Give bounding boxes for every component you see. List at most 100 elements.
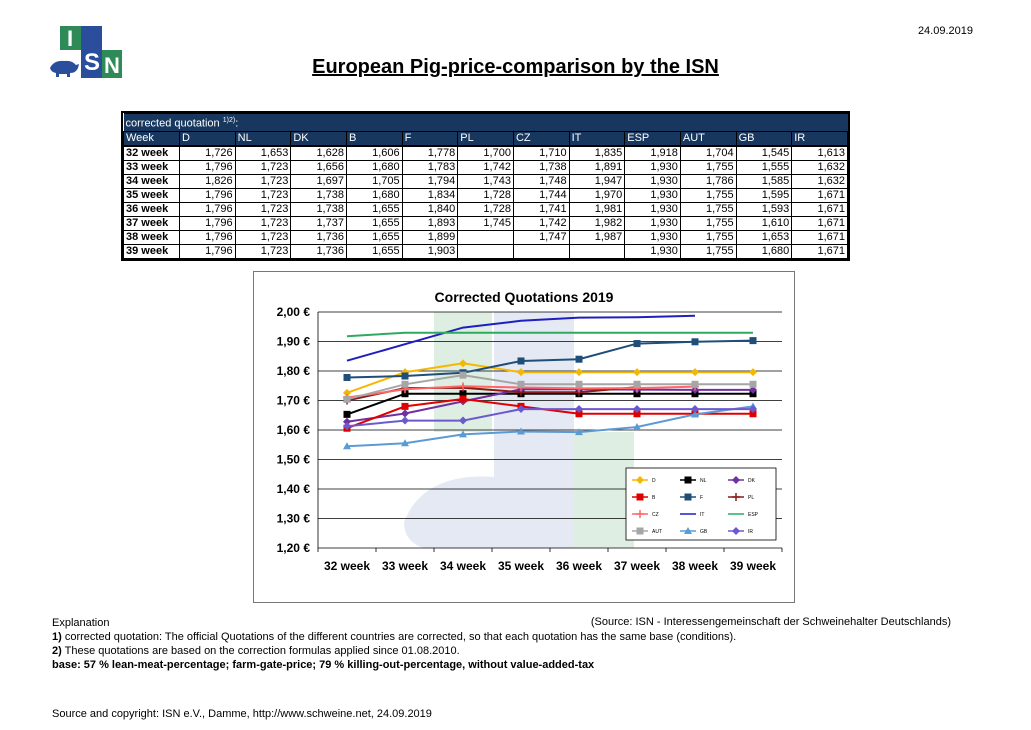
legend-label: GB: [700, 529, 708, 535]
price-cell: [457, 243, 514, 259]
point-gb: [517, 427, 525, 435]
price-cell: 1,736: [290, 243, 347, 259]
legend-label: CZ: [652, 512, 659, 518]
price-cell: 1,930: [624, 187, 681, 203]
point-aut: [459, 371, 467, 379]
point-aut: [691, 380, 699, 388]
price-cell: 1,982: [568, 215, 626, 231]
point-d: [691, 368, 699, 377]
price-cell: 1,653: [735, 229, 793, 245]
price-cell: 1,723: [234, 229, 292, 245]
point-ir: [633, 405, 641, 414]
price-cell: 1,555: [735, 159, 793, 175]
week-cell: 38 week: [123, 229, 180, 245]
price-cell: 1,595: [735, 187, 793, 203]
price-cell: 1,632: [791, 173, 848, 189]
price-cell: 1,893: [401, 215, 459, 231]
price-cell: 1,755: [679, 187, 737, 203]
y-tick-label: 1,20 €: [277, 541, 311, 555]
point-nl: [459, 390, 467, 398]
legend-marker: [684, 527, 692, 534]
price-cell: 1,834: [401, 187, 459, 203]
week-cell: 37 week: [123, 215, 180, 231]
copyright-note: Source and copyright: ISN e.V., Damme, h…: [52, 708, 432, 720]
isn-logo: I S N: [50, 26, 122, 78]
table-row: 35 week 1,796 1,723 1,738 1,680 1,834 1,728 1,7…: [123, 187, 848, 203]
price-cell: 1,723: [234, 187, 292, 203]
legend-label: ESP: [748, 512, 759, 518]
explanation-heading: Explanation: [52, 617, 110, 629]
column-header: NL: [234, 130, 292, 147]
price-cell: 1,728: [457, 187, 514, 203]
note-2-text: These quotations are based on the correc…: [61, 645, 460, 657]
price-cell: 1,918: [624, 145, 681, 161]
legend-marker: [636, 493, 644, 501]
price-cell: 1,755: [679, 229, 737, 245]
column-header: CZ: [512, 130, 570, 147]
y-tick-label: 1,70 €: [277, 394, 311, 408]
price-cell: 1,653: [234, 145, 292, 161]
price-cell: 1,628: [290, 145, 347, 161]
price-cell: 1,736: [290, 229, 347, 245]
price-cell: 1,786: [679, 173, 737, 189]
price-cell: 1,747: [512, 229, 570, 245]
series-line-gb: [346, 405, 754, 448]
price-cell: 1,778: [401, 145, 459, 161]
table-row: 37 week 1,796 1,723 1,737 1,655 1,893 1,745 1,7…: [123, 215, 848, 231]
point-dk: [401, 409, 409, 418]
column-header: D: [179, 130, 236, 147]
series-line-it: [346, 314, 696, 362]
price-cell: 1,671: [791, 243, 848, 259]
price-cell: 1,705: [345, 173, 403, 189]
point-nl: [401, 390, 409, 398]
note-1-text: corrected quotation: The official Quotat…: [61, 631, 737, 643]
point-aut: [343, 395, 351, 403]
explanation: Explanation 1) corrected quotation: The …: [52, 616, 962, 672]
logo-letter-s: S: [84, 49, 100, 76]
point-f: [517, 357, 525, 365]
y-tick-label: 1,40 €: [277, 482, 311, 496]
table-row: 36 week 1,796 1,723 1,738 1,655 1,840 1,728 1,7…: [123, 201, 848, 217]
price-cell: 1,610: [735, 215, 793, 231]
price-cell: 1,697: [290, 173, 347, 189]
column-header: DK: [290, 130, 347, 147]
x-tick-label: 38 week: [672, 559, 718, 573]
price-cell: 1,840: [401, 201, 459, 217]
y-tick-label: 2,00 €: [277, 305, 311, 319]
point-d: [517, 368, 525, 377]
week-cell: 39 week: [123, 243, 180, 259]
price-cell: 1,738: [290, 201, 347, 217]
table-row: 33 week 1,796 1,723 1,656 1,680 1,783 1,742 1,7…: [123, 159, 848, 175]
price-cell: 1,742: [512, 215, 570, 231]
column-header: GB: [735, 130, 793, 147]
price-cell: 1,723: [234, 173, 292, 189]
point-b: [633, 410, 641, 418]
point-nl: [633, 390, 641, 398]
series-line-ir: [346, 408, 753, 428]
price-cell: 1,947: [568, 173, 626, 189]
column-header: IT: [568, 130, 626, 147]
point-nl: [343, 410, 351, 418]
x-tick-label: 36 week: [556, 559, 602, 573]
price-cell: 1,796: [179, 187, 236, 203]
note-2: 2) These quotations are based on the cor…: [52, 644, 962, 658]
series-line-aut: [346, 374, 753, 401]
point-aut: [575, 380, 583, 388]
series-line-f: [346, 339, 754, 379]
report-date: 24.09.2019: [917, 25, 973, 37]
point-dk: [749, 385, 757, 394]
price-cell: 1,723: [234, 215, 292, 231]
watermark-pig: [404, 476, 560, 549]
price-cell: 1,794: [401, 173, 459, 189]
line-chart: Corrected Quotations 2019 2,00 € 1,90 € 1,8…: [277, 289, 783, 573]
price-cell: 1,680: [345, 187, 403, 203]
price-cell: 1,671: [791, 187, 848, 203]
x-tick-label: 32 week: [324, 559, 370, 573]
legend-label: B: [652, 495, 656, 501]
legend-marker: [684, 493, 692, 501]
price-cell: 1,796: [179, 201, 236, 217]
price-cell: 1,738: [512, 159, 570, 175]
point-b: [401, 402, 409, 410]
column-header: ESP: [624, 130, 681, 147]
column-header: PL: [457, 130, 514, 147]
